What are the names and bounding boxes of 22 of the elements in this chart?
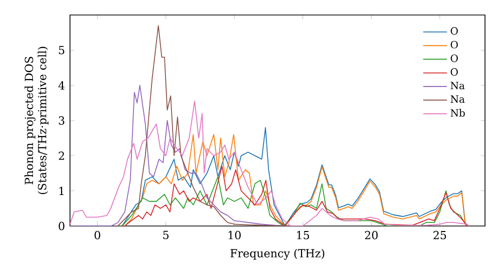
line-series	[113, 25, 290, 226]
x-tick-label: 20	[365, 230, 378, 240]
y-tick-label: 2	[58, 152, 64, 160]
x-tick-label: 10	[228, 230, 241, 240]
y-tick-label: 0	[58, 222, 64, 230]
y-tick-label: 4	[58, 81, 65, 90]
x-tick-label: 0	[94, 230, 100, 240]
y-axis-title: Phonon projected DOS (States/THz·primitive cell)	[24, 46, 48, 194]
legend-label: O	[450, 40, 458, 48]
legend-label: Nb	[450, 108, 465, 117]
x-tick-label: 15	[297, 230, 310, 240]
x-tick-label: 25	[433, 230, 446, 240]
legend-label: O	[450, 27, 458, 35]
legend-label: O	[450, 54, 458, 62]
y-tick-label: 3	[58, 116, 64, 125]
y-tick-label: 1	[59, 186, 64, 195]
x-tick-label: 5	[163, 230, 169, 240]
x-axis-title: Frequency (THz)	[230, 248, 324, 260]
legend-label: Na	[450, 95, 465, 103]
legend-label: Na	[450, 82, 465, 90]
legend-label: O	[450, 68, 458, 76]
y-tick-label: 5	[58, 46, 64, 54]
